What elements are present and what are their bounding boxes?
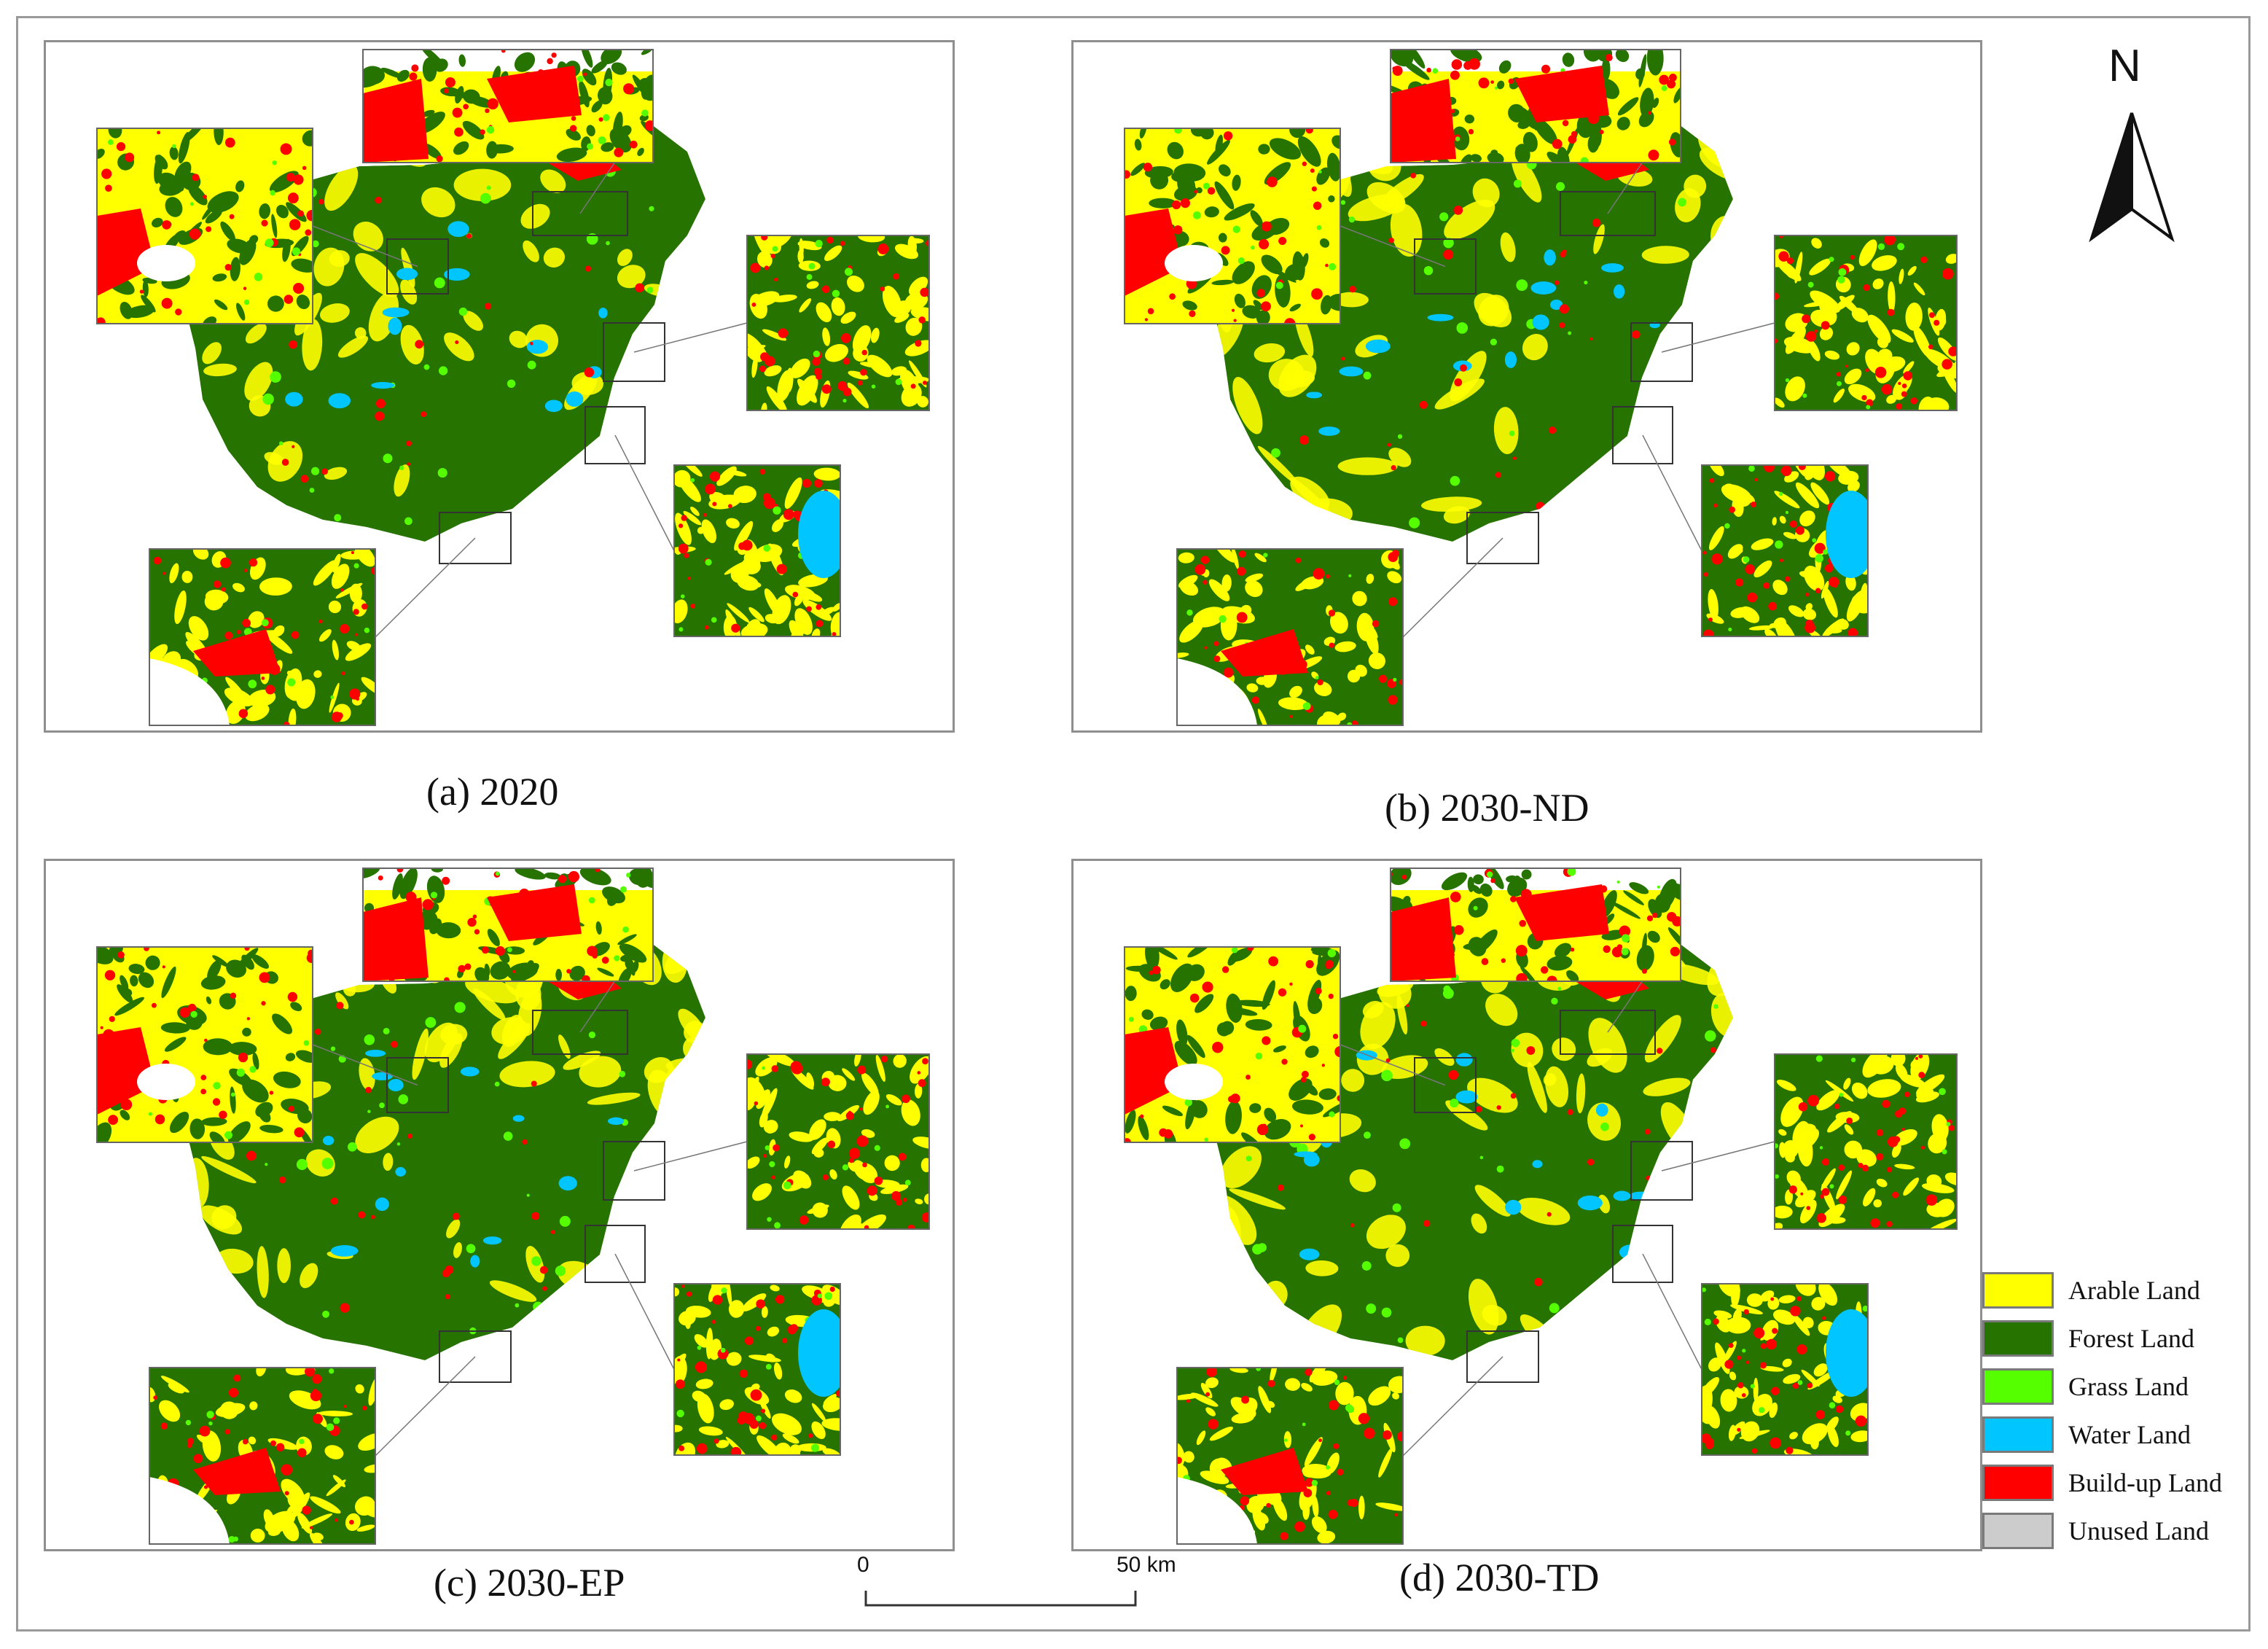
scale-end-label: 50 km xyxy=(1117,1553,1176,1577)
north-arrow: N xyxy=(2084,40,2179,252)
scale-bar-line xyxy=(864,1591,1137,1607)
map-panel-2030-nd xyxy=(1071,40,1982,733)
legend-swatch xyxy=(1982,1272,2054,1309)
scale-start-label: 0 xyxy=(857,1553,869,1577)
north-label: N xyxy=(2108,41,2141,91)
panel-caption-a: (a) 2020 xyxy=(426,770,559,814)
legend-label: Build-up Land xyxy=(2068,1468,2222,1497)
land-use-map xyxy=(96,868,930,1545)
map-panel-2030-ep xyxy=(44,859,955,1551)
legend-swatch xyxy=(1982,1416,2054,1453)
legend-label: Unused Land xyxy=(2068,1516,2209,1545)
panel-caption-c: (c) 2030-EP xyxy=(434,1561,625,1605)
land-use-map xyxy=(1124,49,1958,726)
legend-label: Water Land xyxy=(2068,1420,2191,1449)
panel-caption-d: (d) 2030-TD xyxy=(1399,1556,1600,1599)
legend-label: Arable Land xyxy=(2068,1276,2200,1305)
land-use-map xyxy=(1124,868,1958,1545)
north-arrow-icon xyxy=(2089,112,2175,243)
legend-label: Grass Land xyxy=(2068,1372,2189,1401)
legend-label: Forest Land xyxy=(2068,1324,2194,1353)
legend-swatch xyxy=(1982,1320,2054,1357)
map-panel-2030-td xyxy=(1071,859,1982,1551)
scale-bar: 0 50 km xyxy=(845,1553,1176,1611)
map-panel-2020 xyxy=(44,40,955,733)
legend-swatch xyxy=(1982,1465,2054,1501)
legend-swatch xyxy=(1982,1513,2054,1549)
legend-swatch xyxy=(1982,1368,2054,1405)
land-use-map xyxy=(96,49,930,726)
panel-caption-b: (b) 2030-ND xyxy=(1385,786,1589,830)
